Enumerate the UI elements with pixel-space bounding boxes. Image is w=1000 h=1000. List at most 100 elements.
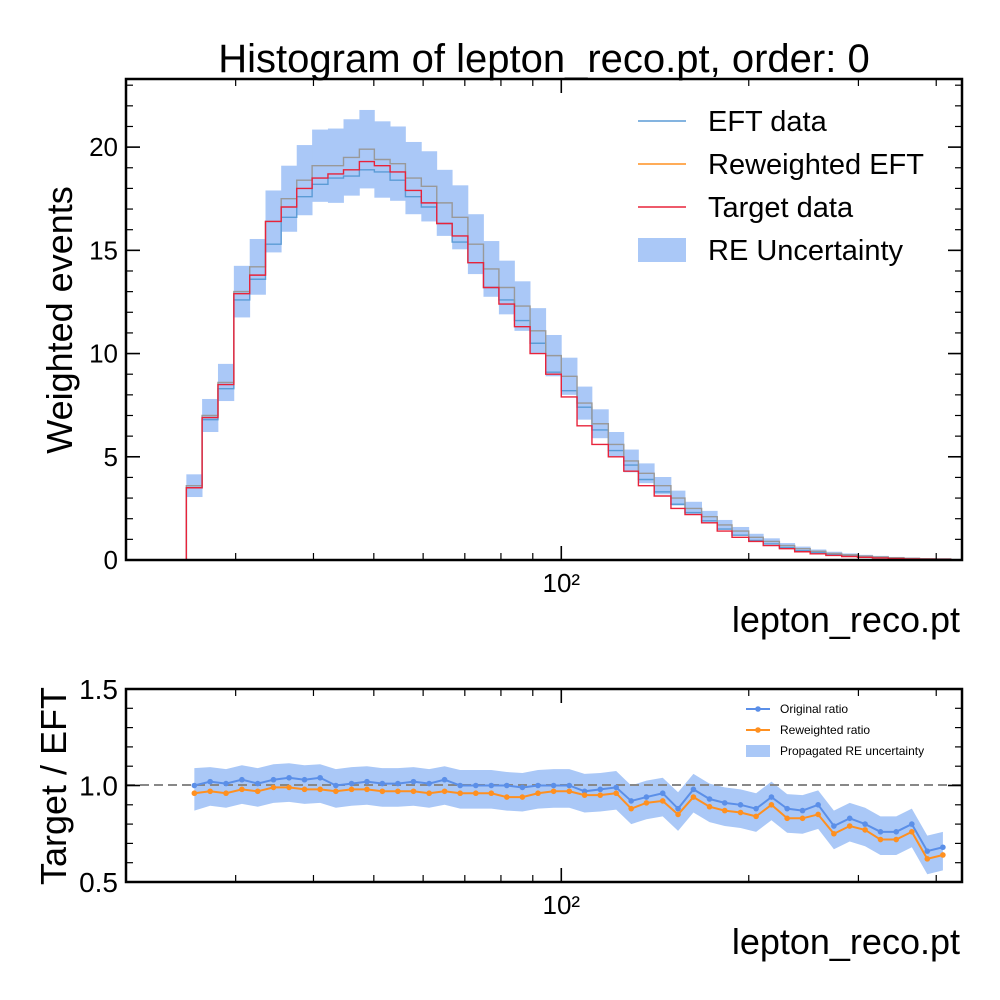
chart-title: Histogram of lepton_reco.pt, order: 0	[218, 37, 869, 81]
bottom-legend: Original ratio Reweighted ratio Propagated…	[746, 702, 924, 758]
original-ratio-point	[831, 823, 837, 829]
reweighted-ratio-point	[706, 803, 713, 810]
y-tick-label: 1.5	[79, 674, 118, 705]
original-ratio-point	[395, 780, 401, 787]
original-ratio-point	[519, 784, 526, 791]
reweighted-ratio-point	[333, 788, 339, 795]
reweighted-ratio-point	[254, 788, 261, 795]
reweighted-ratio-point	[768, 802, 775, 808]
original-ratio-point	[379, 780, 386, 787]
ratio-lines	[191, 774, 946, 862]
original-ratio-point	[270, 776, 277, 783]
reweighted-ratio-point	[581, 792, 588, 798]
original-ratio-point	[737, 802, 744, 808]
reweighted-ratio-point	[301, 786, 308, 793]
reweighted-ratio-point	[426, 790, 432, 797]
reweighted-ratio-point	[379, 788, 386, 795]
bottom-y-axis-label: Target / EFT	[33, 687, 74, 885]
reweighted-ratio-point	[831, 830, 837, 837]
reweighted-ratio-point	[643, 800, 650, 806]
target-data-step-line	[185, 160, 952, 561]
reweighted-ratio-point	[191, 790, 198, 797]
original-ratio-point	[597, 786, 604, 793]
top-legend: EFT data Reweighted EFT Target data RE Unce…	[638, 106, 924, 267]
legend-label: Propagated RE uncertainty	[780, 744, 924, 758]
reweighted-ratio-point	[909, 829, 915, 835]
original-ratio-point	[566, 782, 573, 789]
original-ratio-point	[333, 782, 339, 789]
reweighted-ratio-point	[690, 794, 697, 800]
original-ratio-point	[191, 782, 198, 789]
original-ratio-point	[441, 776, 448, 783]
legend-label: Reweighted ratio	[780, 723, 870, 737]
y-tick-label: 1.0	[79, 771, 118, 802]
reweighted-ratio-point	[364, 786, 370, 793]
bottom-plot-frame	[124, 687, 964, 884]
reweighted-ratio-point	[893, 836, 900, 843]
original-ratio-point	[239, 776, 245, 783]
reweighted-ratio-point	[503, 794, 510, 800]
original-ratio-point	[862, 821, 868, 827]
legend-label: Target data	[708, 192, 854, 224]
reweighted-ratio-point	[472, 790, 479, 797]
reweighted-ratio-point	[815, 811, 821, 818]
legend-marker	[755, 727, 761, 733]
reweighted-ratio-point	[270, 784, 277, 791]
reweighted-ratio-point	[924, 856, 931, 862]
original-ratio-point	[581, 788, 588, 795]
y-tick-label: 20	[89, 132, 118, 162]
original-ratio-point	[254, 780, 261, 787]
original-ratio-point	[223, 780, 229, 787]
reweighted-ratio-point	[239, 786, 245, 793]
reweighted-ratio-point	[223, 790, 229, 797]
reweighted-ratio-point	[628, 805, 635, 812]
reweighted-ratio-point	[753, 813, 759, 820]
original-ratio-point	[488, 782, 495, 789]
original-ratio-point	[721, 800, 728, 806]
reweighted-ratio-point	[519, 794, 526, 800]
reweighted-ratio-point	[566, 788, 573, 795]
original-ratio-point	[784, 805, 790, 812]
original-ratio-point	[207, 778, 213, 785]
y-tick-label: 15	[89, 235, 118, 265]
original-ratio-point	[924, 848, 931, 854]
legend-marker	[755, 706, 761, 712]
original-ratio-point	[893, 829, 900, 835]
reweighted-ratio-point	[410, 788, 417, 795]
legend-label: Reweighted EFT	[708, 149, 924, 181]
reweighted-ratio-point	[721, 807, 728, 814]
original-ratio-point	[613, 784, 619, 791]
original-ratio-point	[348, 780, 355, 787]
reweighted-ratio-point	[846, 823, 853, 829]
original-ratio-point	[675, 805, 681, 812]
reweighted-ratio-point	[877, 836, 884, 843]
y-tick-label: 0.5	[79, 867, 118, 898]
original-ratio-point	[846, 815, 853, 822]
reweighted-ratio-point	[862, 827, 868, 833]
reweighted-ratio-point	[597, 792, 604, 798]
legend-label: Original ratio	[780, 702, 848, 716]
reweighted-ratio-point	[348, 786, 355, 793]
reweighted-ratio-point	[207, 788, 213, 795]
legend-label: EFT data	[708, 106, 828, 138]
original-ratio-point	[628, 798, 635, 804]
original-ratio-point	[706, 796, 713, 802]
y-tick-label: 0	[104, 545, 118, 575]
reweighted-ratio-point	[659, 798, 666, 804]
original-ratio-point	[643, 794, 650, 800]
top-x-axis-label: lepton_reco.pt	[732, 599, 960, 640]
histogram-lines	[185, 148, 952, 561]
original-ratio-point	[659, 790, 666, 797]
legend-band-swatch	[638, 238, 686, 262]
legend-label: RE Uncertainty	[708, 235, 904, 267]
original-ratio-point	[364, 778, 370, 785]
original-ratio-point	[909, 821, 915, 827]
original-ratio-point	[426, 780, 432, 787]
original-ratio-point	[753, 805, 759, 812]
original-ratio-point	[410, 778, 417, 785]
original-ratio-point	[535, 782, 541, 789]
original-ratio-point	[301, 776, 308, 783]
reweighted-ratio-point	[395, 788, 401, 795]
original-ratio-point	[550, 782, 557, 789]
original-ratio-point	[940, 844, 946, 851]
